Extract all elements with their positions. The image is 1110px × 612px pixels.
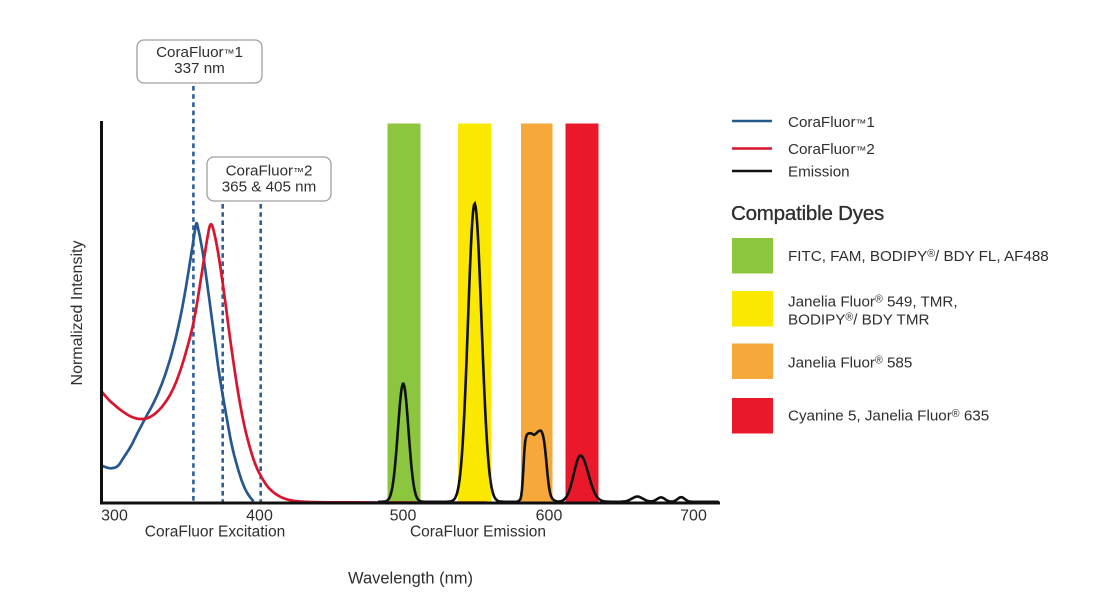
svg-text:700: 700 <box>680 508 707 525</box>
svg-text:337 nm: 337 nm <box>174 60 225 77</box>
svg-text:600: 600 <box>536 508 563 525</box>
svg-text:Cyanine 5, Janelia Fluor®​ 635: Cyanine 5, Janelia Fluor®​ 635 <box>788 408 989 425</box>
svg-text:400: 400 <box>246 508 273 525</box>
svg-text:365 & 405 nm: 365 & 405 nm <box>222 179 317 196</box>
svg-text:Janelia Fluor®​ 549, TMR,: Janelia Fluor®​ 549, TMR, <box>788 294 958 311</box>
svg-text:CoraFluor™​1: CoraFluor™​1 <box>788 114 875 131</box>
svg-text:Janelia Fluor®​ 585: Janelia Fluor®​ 585 <box>788 354 912 371</box>
svg-text:Compatible Dyes: Compatible Dyes <box>731 202 884 225</box>
svg-text:BODIPY®​/ BDY TMR: BODIPY®​/ BDY TMR <box>788 311 929 328</box>
svg-text:CoraFluor Excitation: CoraFluor Excitation <box>145 524 285 541</box>
svg-text:CoraFluor™​2: CoraFluor™​2 <box>226 163 313 180</box>
svg-text:500: 500 <box>390 508 417 525</box>
svg-text:FITC, FAM, BODIPY®​/ BDY FL, A: FITC, FAM, BODIPY®​/ BDY FL, AF488 <box>788 248 1049 265</box>
svg-text:CoraFluor™​2: CoraFluor™​2 <box>788 141 875 158</box>
svg-text:Wavelength (nm): Wavelength (nm) <box>348 570 473 588</box>
svg-text:CoraFluor™​1: CoraFluor™​1 <box>156 44 243 61</box>
svg-text:CoraFluor Emission: CoraFluor Emission <box>410 524 546 541</box>
svg-text:Normalized Intensity: Normalized Intensity <box>69 241 86 386</box>
svg-text:300: 300 <box>101 508 128 525</box>
svg-text:Emission: Emission <box>788 164 850 181</box>
